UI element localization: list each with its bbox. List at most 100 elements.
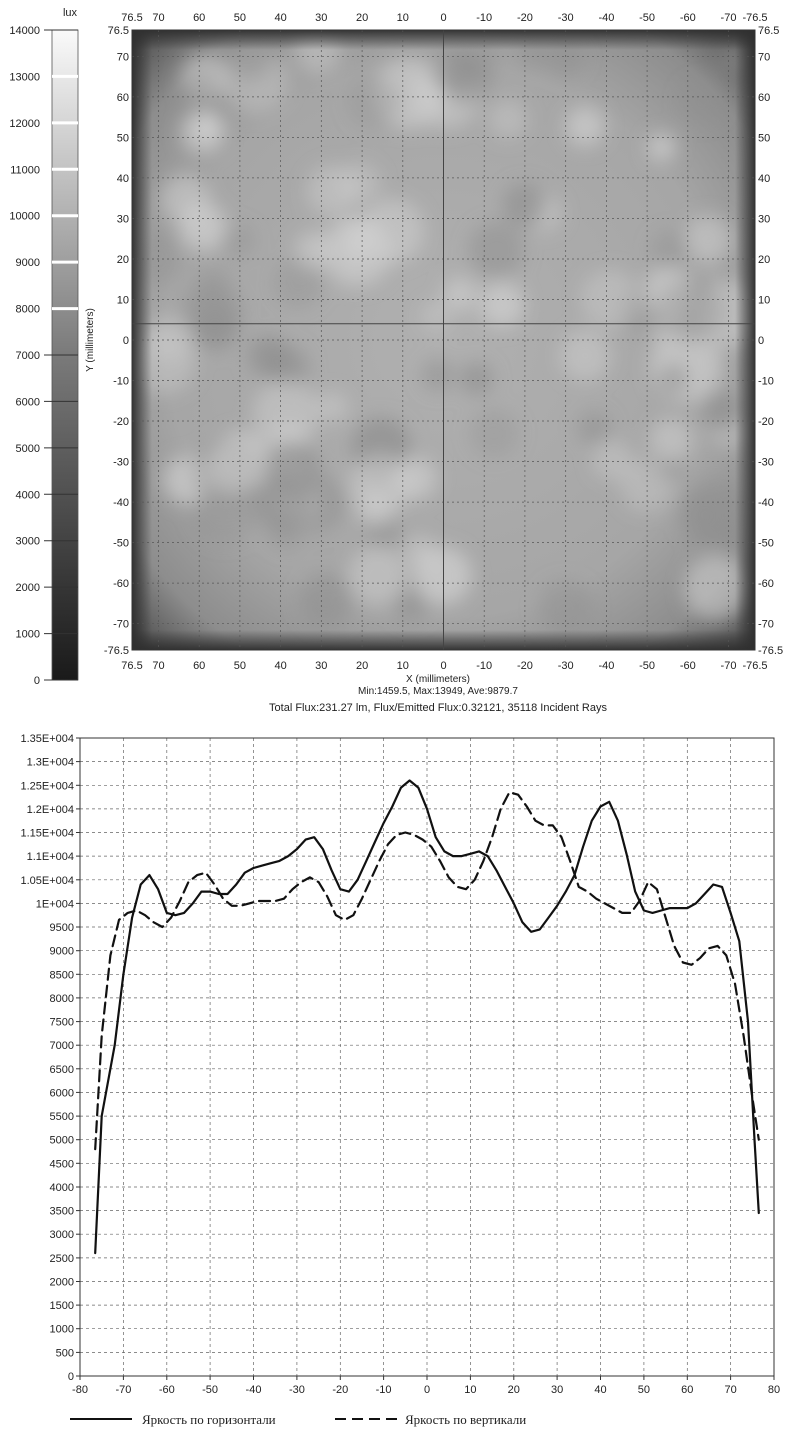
colorbar-tick-label: 3000 [16,536,40,548]
colorbar-tick-label: 6000 [16,396,40,408]
map-texture-blob [306,165,358,217]
map-y-tick-label: 30 [758,213,770,225]
map-texture-blob [680,478,750,548]
map-x-tick-label: 40 [274,660,286,672]
map-texture-blob [680,80,724,124]
map-texture-blob [421,301,451,330]
map-x-tick-label: -70 [721,660,737,672]
map-x-ticks-top: 76.5 70 60 50 40 30 20 10 0 -10 -20 -30 -40 -50 -60 -70… [121,12,767,24]
map-x-tick-label: 70 [152,12,164,24]
colorbar-tick-label: 4000 [16,489,40,501]
map-x-tick-label: -20 [517,660,533,672]
map-texture-blob [580,269,640,329]
map-y-tick-label: 30 [117,213,129,225]
map-texture-blob [442,56,492,105]
map-y-tick-label: -20 [113,416,129,428]
profile-y-tick-label: 2000 [50,1277,74,1289]
map-y-tick-label: 10 [117,295,129,307]
profile-x-tick-label: -20 [332,1384,348,1396]
profile-y-tick-label: 500 [56,1347,74,1359]
map-x-tick-label: 76.5 [121,660,142,672]
map-y-tick-label: -60 [758,578,774,590]
map-y-tick-label: -76.5 [758,645,783,657]
legend-label-horizontal: Яркость по горизонтали [142,1412,276,1427]
map-texture-blob [577,411,612,446]
profile-x-tick-label: -30 [289,1384,305,1396]
profile-y-tick-label: 7000 [50,1040,74,1052]
map-texture-blob [348,77,399,128]
profile-y-tick-label: 8000 [50,993,74,1005]
colorbar-tick-label: 12000 [9,118,40,130]
map-x-tick-label: 0 [440,660,446,672]
map-texture-blob [264,441,320,497]
map-texture-blob [657,363,690,396]
profile-y-tick-label: 1.35E+004 [20,733,74,745]
map-texture-blob [443,277,477,312]
map-texture-blob [468,222,524,278]
map-x-tick-label: -70 [721,12,737,24]
map-x-tick-label: -40 [598,12,614,24]
map-x-tick-label: 40 [274,12,286,24]
map-texture-blob [272,258,324,309]
map-y-tick-label: 76.5 [758,25,779,37]
map-x-tick-label: 50 [234,12,246,24]
map-texture [132,30,755,636]
profile-y-tick-label: 1E+004 [36,898,74,910]
profile-chart-y-ticks: 1.35E+004 1.3E+004 1.25E+004 1.2E+004 1.15E+… [20,733,80,1383]
profile-y-tick-label: 6000 [50,1087,74,1099]
map-y-tick-label: -50 [758,538,774,550]
map-x-tick-label: 20 [356,660,368,672]
profile-y-tick-label: 0 [68,1371,74,1383]
colorbar-tick-label: 2000 [16,582,40,594]
profile-x-tick-label: 30 [551,1384,563,1396]
colorbar-tick-label: 5000 [16,443,40,455]
map-x-tick-label: -50 [639,12,655,24]
map-texture-blob [317,391,348,423]
map-y-tick-label: -40 [758,497,774,509]
map-x-tick-label: -10 [476,660,492,672]
map-texture-blob [192,113,222,142]
map-texture-blob [203,443,257,497]
map-texture-blob [247,335,290,377]
map-y-tick-label: -76.5 [104,645,129,657]
map-y-ticks-left: 76.5 70 60 50 40 30 20 10 0 -10 -20 -30 -40 -50 -60 -70… [104,25,129,657]
profile-x-tick-label: 50 [638,1384,650,1396]
map-x-tick-label: 50 [234,660,246,672]
profile-x-tick-label: 10 [464,1384,476,1396]
map-texture-blob [357,490,394,527]
map-y-tick-label: -30 [758,457,774,469]
profile-y-tick-label: 8500 [50,969,74,981]
map-y-tick-label: 50 [758,132,770,144]
profile-x-tick-label: 80 [768,1384,780,1396]
map-x-tick-label: -30 [558,12,574,24]
profile-y-tick-label: 1.05E+004 [20,875,74,887]
colorbar-tick-label: 0 [34,675,40,687]
map-y-tick-label: 50 [117,132,129,144]
profile-y-tick-label: 1.15E+004 [20,828,74,840]
map-texture-blob [360,199,425,264]
map-texture-blob [181,282,243,344]
profile-y-tick-label: 9000 [50,946,74,958]
map-texture-blob [421,358,455,392]
map-texture-blob [299,573,354,628]
map-texture-blob [479,282,525,328]
illuminance-map: 76.5 70 60 50 40 30 20 10 0 -10 -20 -30 -40 -50 -60 -70… [85,12,783,714]
map-texture-blob [348,546,407,605]
map-x-tick-label: -60 [680,12,696,24]
profile-y-tick-label: 1.3E+004 [27,757,74,769]
map-y-tick-label: 20 [117,254,129,266]
colorbar-tick-label: 13000 [9,71,40,83]
map-x-ticks-bottom: 76.5 70 60 50 40 30 20 10 0 -10 -20 -30 -40 -50 -60 -70… [121,660,767,672]
profile-chart-legend: Яркость по горизонтали Яркость по вертик… [70,1412,526,1427]
map-y-tick-label: -20 [758,416,774,428]
map-x-tick-label: 30 [315,660,327,672]
colorbar-tick-label: 7000 [16,350,40,362]
map-y-tick-label: 76.5 [108,25,129,37]
colorbar-ticks: 1400013000120001100010000900080007000600… [9,25,78,687]
map-y-tick-label: 70 [117,51,129,63]
map-flux-line: Total Flux:231.27 lm, Flux/Emitted Flux:… [269,702,607,714]
profile-x-tick-label: -70 [115,1384,131,1396]
map-texture-blob [650,230,690,270]
colorbar-tick-label: 9000 [16,257,40,269]
